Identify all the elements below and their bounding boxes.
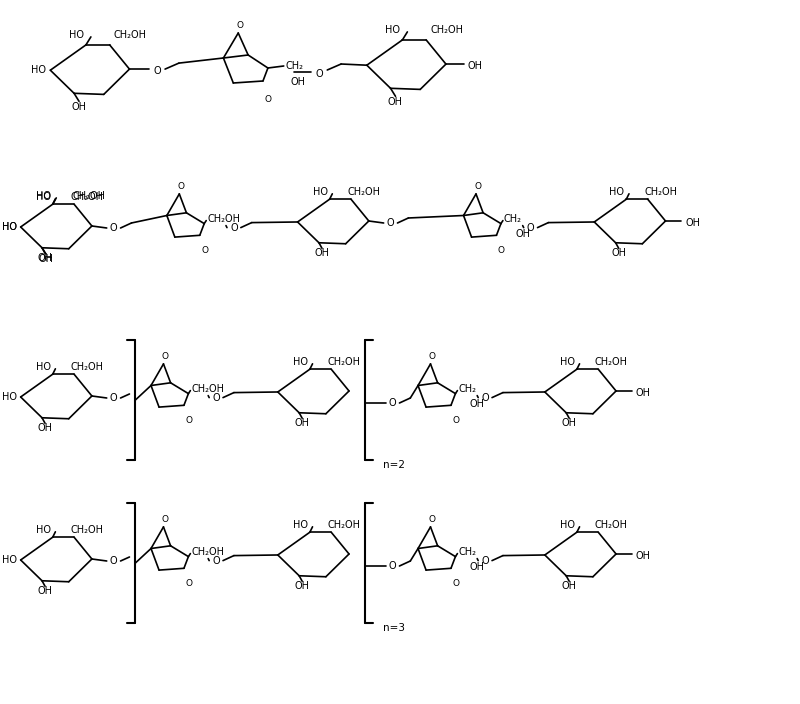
Text: OH: OH (294, 417, 310, 427)
Text: OH: OH (314, 248, 330, 258)
Text: OH: OH (38, 253, 53, 263)
Text: n=3: n=3 (382, 623, 405, 633)
Text: OH: OH (636, 388, 651, 398)
Text: O: O (162, 353, 169, 361)
Text: O: O (110, 223, 118, 233)
Text: CH₂OH: CH₂OH (191, 384, 224, 394)
Text: OH: OH (611, 248, 626, 258)
Text: HO: HO (2, 222, 17, 232)
Text: HO: HO (69, 30, 84, 40)
Text: CH₂: CH₂ (286, 61, 304, 71)
Text: CH₂OH: CH₂OH (114, 30, 146, 40)
Text: OH: OH (38, 253, 54, 263)
Text: O: O (474, 182, 482, 191)
Text: O: O (154, 66, 161, 76)
Text: CH₂OH: CH₂OH (191, 546, 224, 557)
Text: O: O (389, 398, 396, 408)
Text: CH₂OH: CH₂OH (347, 187, 381, 197)
Text: OH: OH (636, 551, 651, 561)
Text: OH: OH (38, 422, 53, 433)
Text: CH₂OH: CH₂OH (207, 213, 240, 224)
Text: HO: HO (560, 357, 575, 367)
Text: O: O (482, 555, 489, 565)
Text: CH₂OH: CH₂OH (594, 357, 628, 367)
Text: CH₂OH: CH₂OH (328, 357, 361, 367)
Text: HO: HO (36, 362, 50, 372)
Text: O: O (389, 561, 396, 571)
Text: O: O (265, 94, 271, 103)
Text: O: O (386, 218, 394, 228)
Text: OH: OH (515, 229, 530, 239)
Text: OH: OH (71, 102, 86, 113)
Text: HO: HO (36, 191, 50, 201)
Text: OH: OH (294, 581, 310, 591)
Text: O: O (230, 222, 238, 232)
Text: O: O (526, 222, 534, 232)
Text: CH₂OH: CH₂OH (430, 25, 463, 35)
Text: O: O (429, 353, 436, 361)
Text: CH₂OH: CH₂OH (72, 191, 106, 201)
Text: OH: OH (686, 218, 700, 228)
Text: O: O (110, 393, 118, 403)
Text: CH₂OH: CH₂OH (70, 525, 103, 535)
Text: OH: OH (562, 417, 577, 427)
Text: OH: OH (38, 586, 53, 596)
Text: O: O (453, 416, 459, 425)
Text: O: O (429, 515, 436, 524)
Text: HO: HO (2, 392, 17, 402)
Text: HO: HO (293, 357, 308, 367)
Text: HO: HO (31, 65, 46, 75)
Text: O: O (482, 393, 489, 403)
Text: HO: HO (313, 187, 328, 197)
Text: O: O (162, 515, 169, 524)
Text: HO: HO (2, 555, 17, 565)
Text: CH₂OH: CH₂OH (644, 187, 677, 197)
Text: OH: OH (470, 562, 485, 572)
Text: CH₂OH: CH₂OH (70, 362, 103, 372)
Text: CH₂OH: CH₂OH (70, 192, 103, 202)
Text: n=2: n=2 (382, 460, 405, 470)
Text: HO: HO (2, 222, 17, 232)
Text: CH₂: CH₂ (504, 213, 522, 224)
Text: CH₂: CH₂ (458, 546, 476, 557)
Text: CH₂OH: CH₂OH (328, 520, 361, 530)
Text: HO: HO (36, 192, 50, 202)
Text: O: O (237, 22, 244, 30)
Text: OH: OH (290, 77, 305, 87)
Text: O: O (178, 182, 185, 191)
Text: O: O (202, 246, 208, 255)
Text: HO: HO (560, 520, 575, 530)
Text: CH₂: CH₂ (458, 384, 476, 394)
Text: O: O (212, 393, 220, 403)
Text: O: O (498, 246, 505, 255)
Text: OH: OH (562, 581, 577, 591)
Text: OH: OH (470, 398, 485, 408)
Text: OH: OH (388, 97, 403, 107)
Text: O: O (453, 579, 459, 588)
Text: HO: HO (36, 525, 50, 535)
Text: O: O (315, 69, 323, 79)
Text: HO: HO (386, 25, 401, 35)
Text: CH₂OH: CH₂OH (594, 520, 628, 530)
Text: O: O (186, 579, 192, 588)
Text: OH: OH (468, 61, 482, 71)
Text: HO: HO (610, 187, 624, 197)
Text: O: O (212, 555, 220, 565)
Text: O: O (186, 416, 192, 425)
Text: O: O (110, 556, 118, 566)
Text: HO: HO (293, 520, 308, 530)
